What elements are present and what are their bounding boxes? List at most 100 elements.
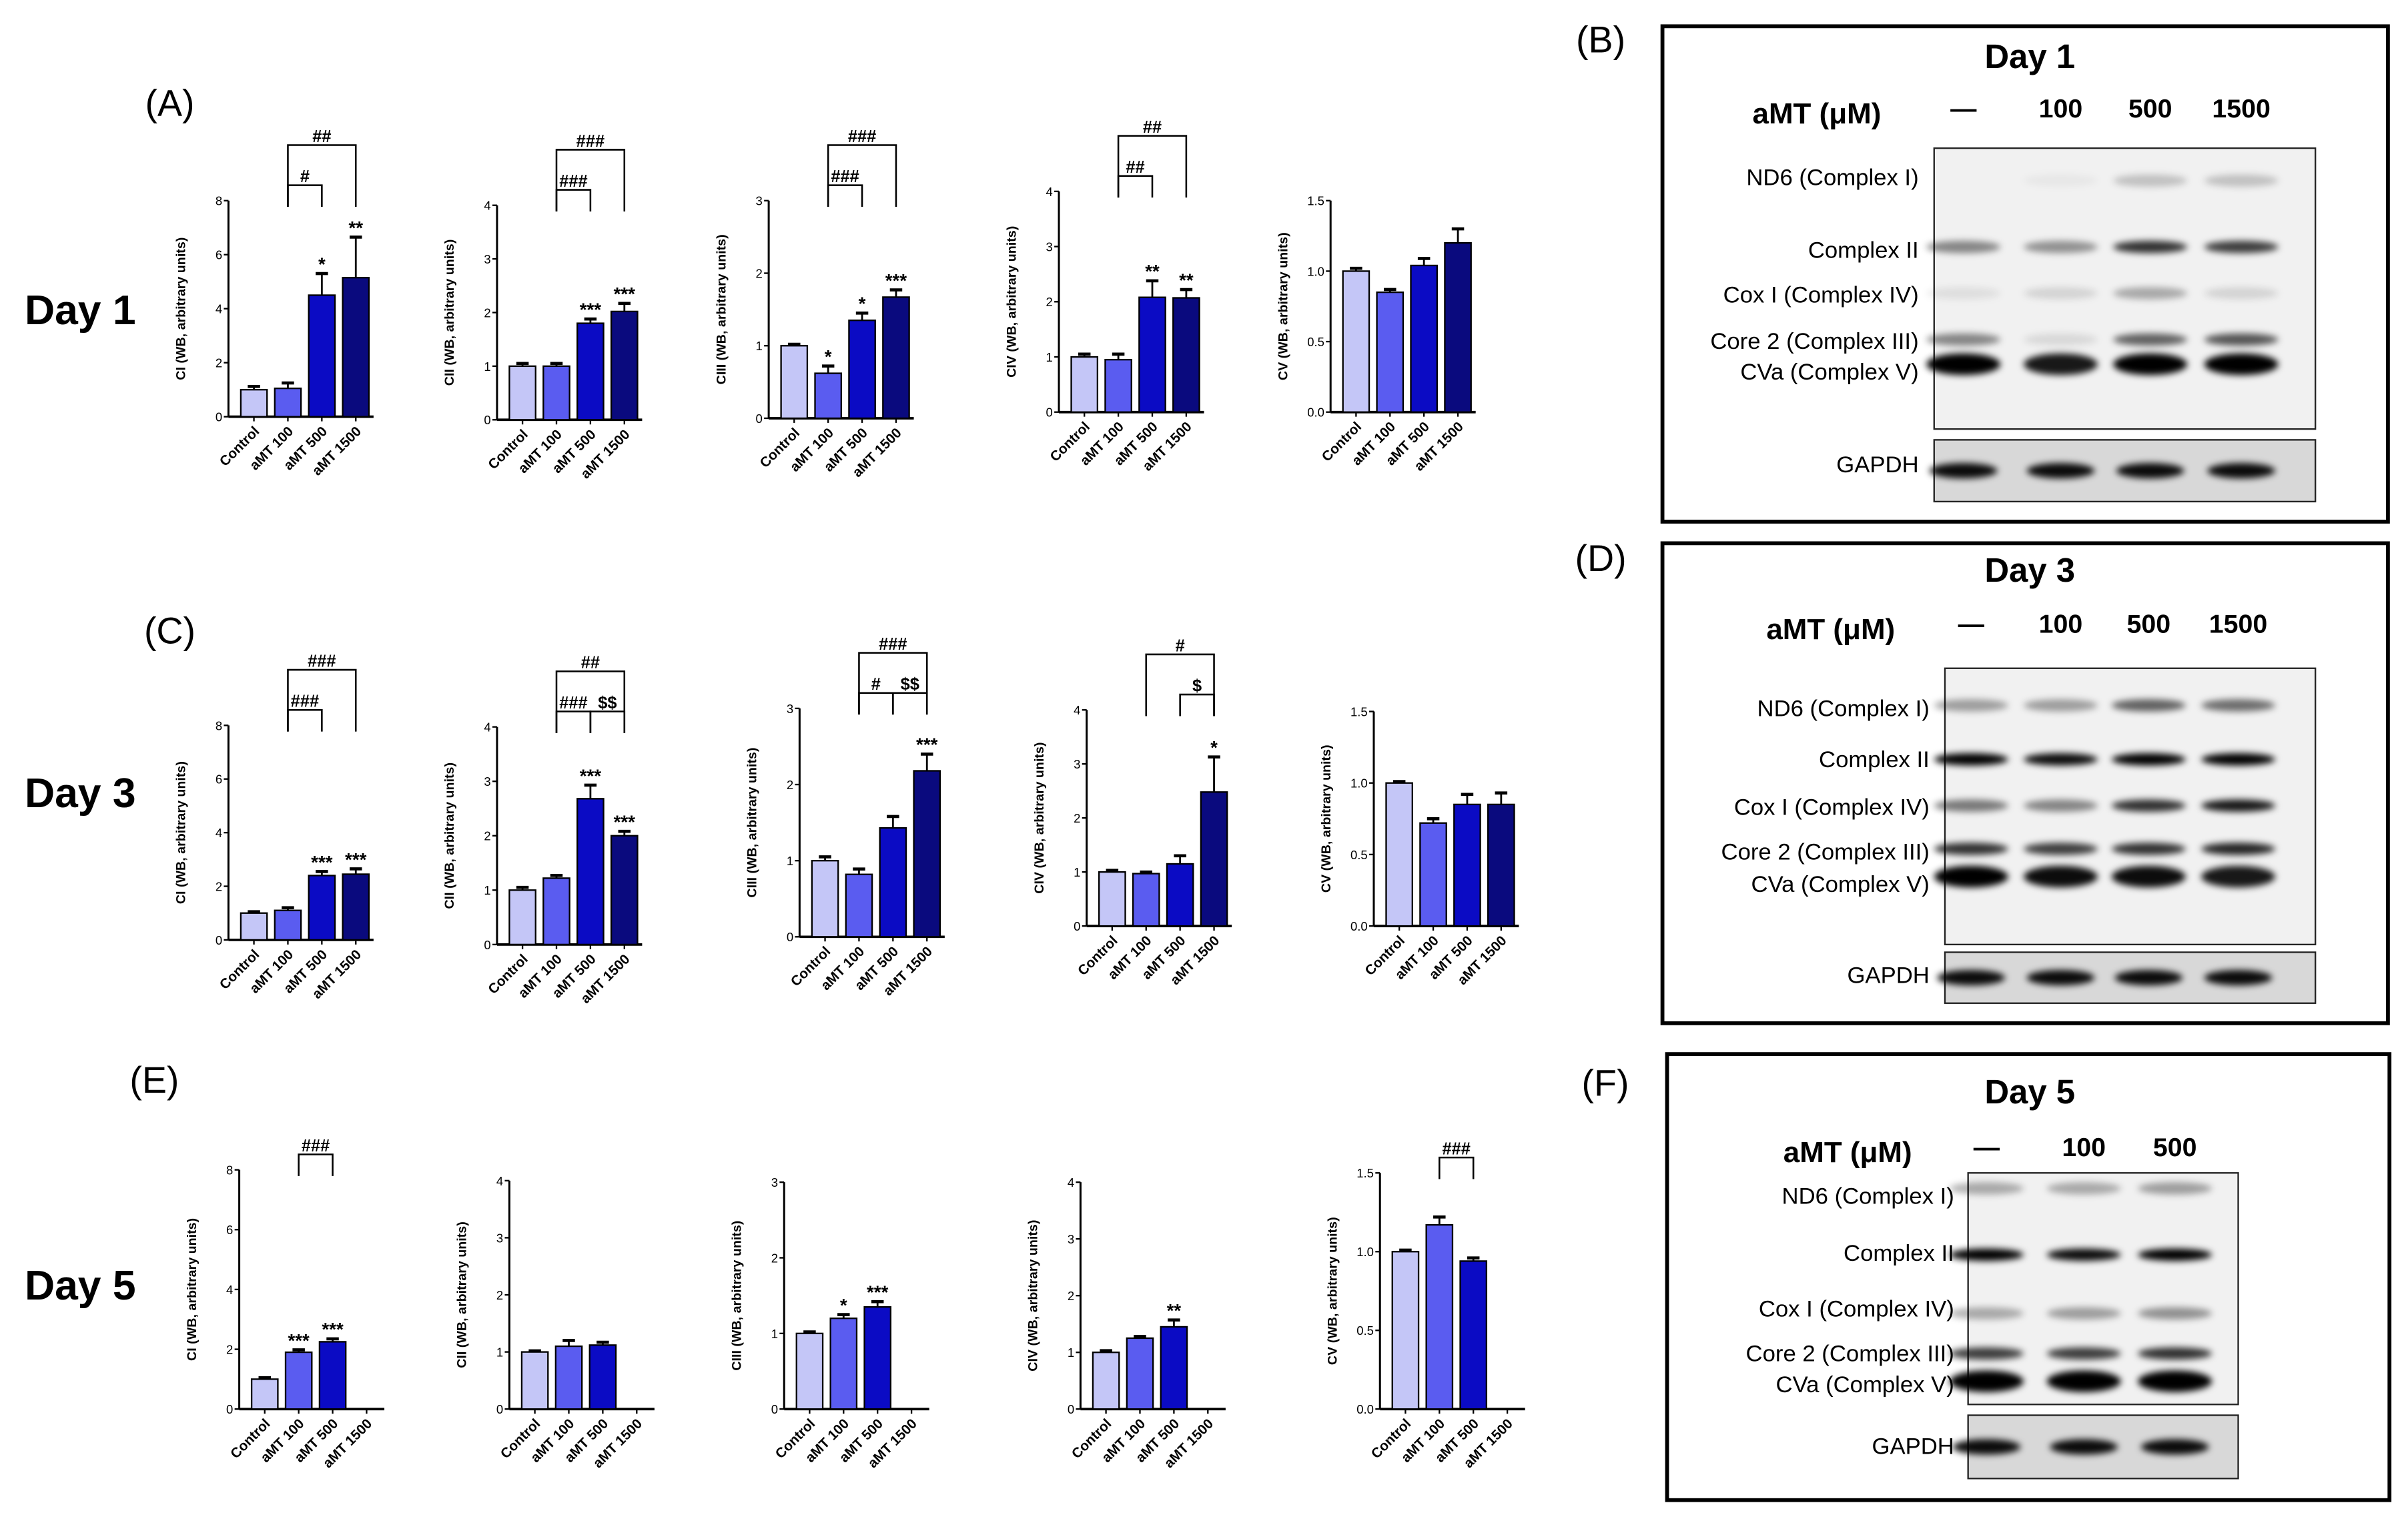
lane-label: 100 <box>2062 1133 2106 1162</box>
band-label: CVa (Complex V) <box>1740 360 1918 385</box>
y-tick-label: 0.0 <box>1356 1402 1374 1416</box>
bar <box>240 389 268 418</box>
y-tick-label: 0.5 <box>1307 335 1324 349</box>
y-tick-label: 0 <box>787 930 793 944</box>
y-tick-label: 2 <box>216 356 222 370</box>
gapdh-band <box>2026 463 2095 479</box>
bracket-label: # <box>300 167 310 186</box>
y-tick-label: 0.5 <box>1356 1324 1374 1338</box>
protein-band <box>2204 287 2279 300</box>
bar <box>1342 270 1370 413</box>
y-tick-label: 3 <box>1074 757 1080 771</box>
significance-marker: * <box>1210 737 1218 758</box>
gapdh-band <box>1952 1439 2021 1455</box>
y-tick-label: 4 <box>484 720 490 734</box>
y-tick-label: 2 <box>1074 811 1080 825</box>
protein-band <box>2113 174 2188 187</box>
y-axis-label: CI (WB, arbitrary units) <box>185 1218 199 1361</box>
y-tick-label: 4 <box>226 1283 233 1297</box>
bar <box>542 877 570 946</box>
protein-band <box>2200 752 2276 766</box>
gapdh-band <box>2026 970 2095 986</box>
protein-band <box>2023 333 2098 346</box>
bracket-label: ## <box>312 127 331 146</box>
significance-bracket <box>555 189 592 211</box>
band-label: Complex II <box>1819 747 1930 773</box>
y-tick-label: 4 <box>484 199 490 213</box>
y-tick-label: 4 <box>1068 1175 1074 1189</box>
bar <box>1487 803 1515 927</box>
y-tick-label: 2 <box>226 1343 233 1357</box>
bar <box>342 873 370 941</box>
y-axis-label: CV (WB, arbitrary units) <box>1276 232 1290 380</box>
y-tick-label: 1.5 <box>1307 194 1324 208</box>
bar <box>240 912 268 941</box>
band-label: Core 2 (Complex III) <box>1746 1341 1954 1366</box>
bar <box>576 322 605 421</box>
y-tick-label: 1 <box>1068 1346 1074 1360</box>
bar <box>520 1351 549 1410</box>
bracket-label: ### <box>848 127 876 146</box>
y-tick-label: 1 <box>496 1346 503 1360</box>
y-axis-label: CI (WB, arbitrary units) <box>174 761 189 904</box>
y-tick-label: 1.5 <box>1356 1166 1374 1180</box>
y-axis-label: CV (WB, arbitrary units) <box>1325 1217 1340 1365</box>
panel-letter: (F) <box>1582 1063 1629 1104</box>
y-tick-label: 6 <box>226 1223 233 1237</box>
band-label: Complex II <box>1808 237 1919 263</box>
bar <box>318 1341 347 1410</box>
protein-band <box>2046 1307 2121 1320</box>
significance-marker: ** <box>1145 261 1160 282</box>
significance-marker: * <box>840 1295 847 1316</box>
y-tick-label: 3 <box>756 194 763 208</box>
band-label: Complex II <box>1844 1241 1954 1266</box>
y-tick-label: 1 <box>1046 350 1052 364</box>
y-tick-label: 6 <box>216 773 222 787</box>
bar <box>863 1306 892 1410</box>
protein-band <box>2113 353 2188 376</box>
blot-title: Day 5 <box>1984 1073 2075 1111</box>
bar <box>1385 782 1413 927</box>
significance-bracket <box>287 668 357 732</box>
bar <box>1391 1251 1420 1410</box>
bar <box>1410 264 1438 413</box>
y-tick-label: 1 <box>484 360 490 374</box>
bar <box>1376 291 1404 413</box>
gapdh-band <box>2140 1439 2209 1455</box>
bar <box>1425 1223 1454 1410</box>
panel-letter: (A) <box>145 83 194 124</box>
protein-band <box>2113 333 2188 346</box>
bar <box>508 889 536 946</box>
protein-band <box>2023 174 2098 187</box>
significance-marker: ** <box>348 217 363 238</box>
y-tick-label: 4 <box>216 302 222 316</box>
y-tick-label: 0.0 <box>1350 919 1368 933</box>
y-tick-label: 0 <box>756 412 763 426</box>
y-tick-label: 0 <box>226 1402 233 1416</box>
y-tick-label: 3 <box>484 252 490 266</box>
protein-band <box>2200 843 2276 855</box>
significance-marker: *** <box>580 765 602 786</box>
lane-label: 500 <box>2153 1133 2197 1162</box>
protein-band <box>2111 699 2186 712</box>
bracket-label: ## <box>1126 158 1144 177</box>
significance-marker: *** <box>614 284 636 304</box>
y-tick-label: 3 <box>1046 240 1052 254</box>
bar <box>342 277 370 418</box>
bracket-label: $$ <box>598 694 617 712</box>
significance-marker: *** <box>345 849 367 870</box>
bracket-label: ### <box>559 172 587 191</box>
protein-band <box>2200 699 2276 712</box>
protein-band <box>1934 699 2008 712</box>
dose-label: aMT (μM) <box>1783 1136 1912 1169</box>
protein-band <box>2138 1347 2213 1360</box>
bar <box>879 827 907 938</box>
bracket-label: # <box>1176 636 1185 655</box>
bar-chart-day1-cv: 0.00.51.01.5CV (WB, arbitrary units)Cont… <box>1276 194 1476 474</box>
significance-bracket <box>298 1153 334 1176</box>
significance-bracket <box>555 710 592 733</box>
